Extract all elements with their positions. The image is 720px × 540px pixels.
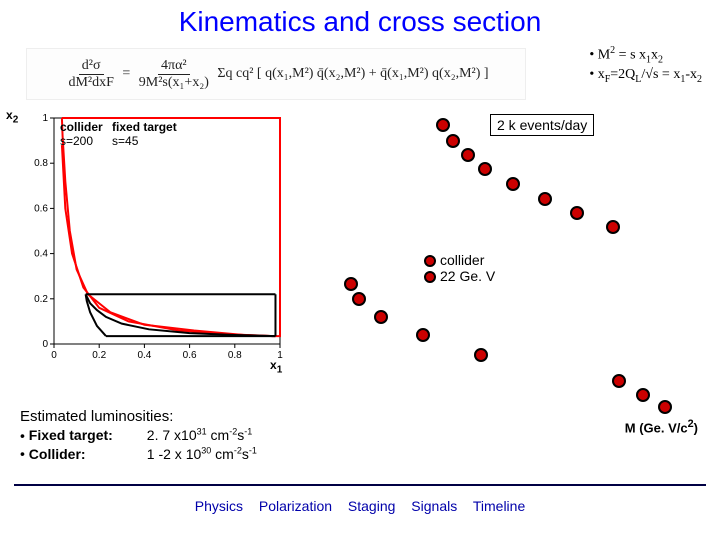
data-point [606,220,620,234]
left-plot-legend: collider s=200 fixed target s=45 [60,120,183,148]
lum-ft-val: 2. 7 x1031 cm-2s-1 [147,427,252,443]
left-plot: 000.20.20.40.40.60.60.80.811 [20,110,290,372]
lum-col-key: Collider: [29,446,147,464]
cross-section-formula: d²σdM²dxF = 4πα²9M²s(x₁+x₂) Σq cq² [ q(x… [26,48,526,100]
side-equations: • M2 = s x1x2 • xF=2QL/√s = x1-x2 [589,44,702,86]
data-point [344,277,358,291]
luminosities-head: Estimated luminosities: [20,408,257,427]
dot-icon [424,255,436,267]
data-point [461,148,475,162]
svg-text:0: 0 [42,339,48,350]
legend-ft-label: fixed target [112,120,177,134]
formula-lhs-num: d²σ [79,58,104,75]
lum-ft-key: Fixed target: [29,427,147,445]
data-point [474,348,488,362]
svg-text:0.4: 0.4 [137,350,151,361]
svg-text:0.2: 0.2 [92,350,106,361]
dot-icon [424,271,436,283]
left-plot-xlabel: x1 [270,358,282,375]
data-point [352,292,366,306]
formula-coeff-num: 4πα² [158,58,190,75]
luminosities-block: Estimated luminosities: • Fixed target:2… [20,408,257,463]
lum-col-val: 1 -2 x 1030 cm-2s-1 [147,446,257,462]
divider [14,484,706,486]
footer-timeline[interactable]: Timeline [473,498,525,514]
svg-text:0.8: 0.8 [228,350,242,361]
formula-lhs-den: dM²dxF [65,75,116,91]
data-point [506,177,520,191]
label-collider-22gev: collider 22 Ge. V [424,252,495,284]
formula-coeff-den: 9M²s(x₁+x₂) [136,75,212,91]
page-title: Kinematics and cross section [0,0,720,38]
data-point [478,162,492,176]
svg-text:0.6: 0.6 [183,350,197,361]
data-point [636,388,650,402]
data-point [658,400,672,414]
data-point [612,374,626,388]
svg-text:0.8: 0.8 [34,158,48,169]
data-point [416,328,430,342]
legend-ft-s: s=45 [112,134,177,148]
data-point [538,192,552,206]
legend-collider-s: s=200 [60,134,103,148]
formula-sum: Σq cq² [ q(x₁,M²) q̄(x₂,M²) + q̄(x₁,M²) … [217,66,488,82]
footer-physics[interactable]: Physics [195,498,243,514]
svg-text:0: 0 [51,350,57,361]
data-point [570,206,584,220]
left-plot-ylabel: x2 [6,108,18,125]
svg-text:1: 1 [42,113,48,124]
svg-text:0.4: 0.4 [34,249,48,260]
right-plot: 2 k events/day collider 22 Ge. V [306,112,706,422]
label-2k-events: 2 k events/day [490,114,594,136]
footer-polarization[interactable]: Polarization [259,498,332,514]
legend-collider-label: collider [60,120,103,134]
data-point [374,310,388,324]
data-point [436,118,450,132]
right-plot-xlabel: M (Ge. V/c2) [625,418,698,435]
data-point [446,134,460,148]
svg-text:0.2: 0.2 [34,294,48,305]
footer-nav: Physics Polarization Staging Signals Tim… [0,498,720,514]
svg-text:0.6: 0.6 [34,203,48,214]
footer-signals[interactable]: Signals [411,498,457,514]
footer-staging[interactable]: Staging [348,498,395,514]
